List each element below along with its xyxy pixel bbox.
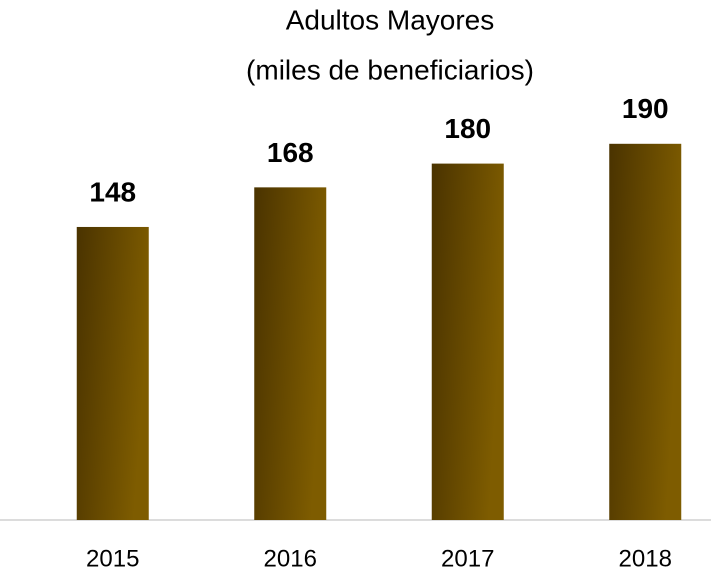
bar (254, 187, 327, 521)
data-label: 148 (89, 176, 136, 207)
bar (76, 226, 149, 520)
data-label: 180 (444, 113, 491, 144)
x-tick-label: 2018 (619, 545, 672, 572)
x-tick-label: 2015 (86, 545, 139, 572)
bar (431, 163, 504, 520)
chart-subtitle: (miles de beneficiarios) (246, 54, 534, 85)
data-label: 190 (622, 93, 669, 124)
x-tick-label: 2017 (441, 545, 494, 572)
x-tick-label: 2016 (264, 545, 317, 572)
chart-title: Adultos Mayores (286, 4, 495, 35)
bar (609, 143, 682, 521)
data-label: 168 (267, 137, 314, 168)
